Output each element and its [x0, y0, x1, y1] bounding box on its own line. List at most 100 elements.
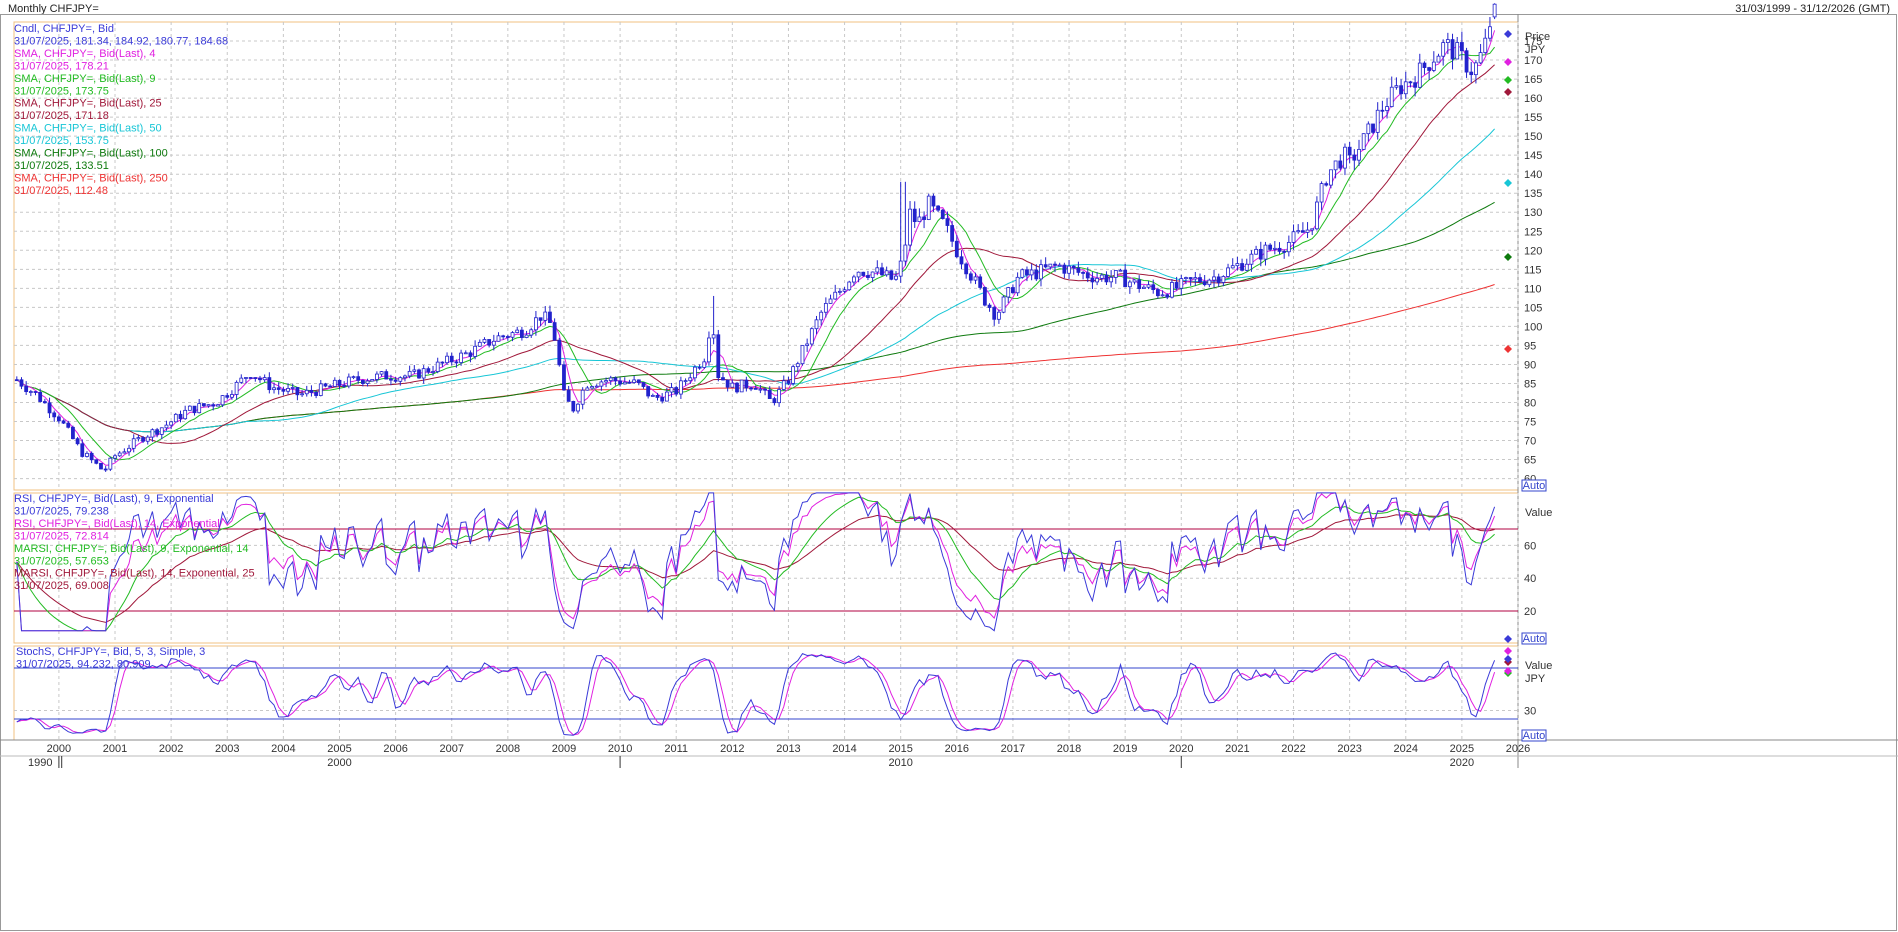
price-legend-line: Cndl, CHFJPY=, Bid: [14, 23, 114, 35]
candle: [1483, 28, 1488, 55]
sma100-last-marker: [1504, 253, 1512, 261]
candle: [351, 375, 356, 380]
candle: [791, 364, 796, 386]
candle-body: [1375, 109, 1380, 133]
candle-body: [295, 387, 300, 396]
price-tick-label: 160: [1524, 93, 1542, 105]
stoch-auto-button[interactable]: Auto: [1521, 729, 1547, 742]
candle: [833, 284, 838, 300]
candle: [1132, 279, 1137, 285]
candle-body: [1141, 286, 1146, 289]
candle-body: [954, 240, 959, 258]
candle-body: [650, 395, 655, 397]
candle: [1357, 139, 1361, 166]
x-tick-label: 2024: [1394, 743, 1418, 755]
candle: [1263, 241, 1268, 266]
candle: [61, 419, 66, 425]
candle-body: [66, 422, 71, 428]
candle-body: [1001, 296, 1006, 313]
candle-body: [220, 395, 225, 406]
candle: [543, 306, 548, 326]
candle: [837, 288, 842, 296]
candle: [908, 201, 912, 252]
rsi-tick-label: 20: [1524, 606, 1536, 618]
candle: [169, 421, 174, 430]
candle: [940, 208, 945, 220]
candle-body: [94, 459, 99, 464]
price-tick-label: 90: [1524, 359, 1536, 371]
price-legend-line: 31/07/2025, 178.21: [14, 60, 109, 72]
candle-body: [978, 276, 983, 288]
candle: [89, 451, 94, 464]
candle-body: [187, 405, 192, 411]
candle: [1048, 263, 1053, 270]
candle: [473, 340, 478, 360]
candle: [1394, 77, 1399, 90]
candle-body: [1455, 42, 1460, 60]
candle: [1268, 243, 1273, 252]
candle: [332, 377, 337, 387]
candle-body: [1427, 67, 1432, 71]
candle: [24, 381, 29, 395]
candle: [1193, 271, 1198, 287]
candle-body: [1123, 269, 1128, 288]
candle-body: [529, 329, 534, 336]
candle: [664, 387, 669, 402]
sma9-last-marker: [1504, 76, 1512, 84]
price-currency-label: JPY: [1525, 44, 1546, 56]
candle: [1062, 262, 1067, 279]
price-tick-label: 65: [1524, 455, 1536, 467]
candle-body: [594, 385, 599, 388]
candle-body: [85, 452, 89, 457]
candle-body: [309, 389, 314, 393]
rsi-legend-line: MARSI, CHFJPY=, Bid(Last), 14, Exponenti…: [14, 568, 255, 580]
candle: [613, 376, 618, 386]
rsi-auto-button[interactable]: Auto: [1521, 632, 1547, 645]
candle-body: [936, 205, 940, 211]
candle-body: [113, 455, 117, 459]
candle-body: [267, 377, 272, 391]
decade-label: 2010: [888, 757, 912, 769]
candle: [880, 262, 884, 276]
candle: [1043, 257, 1048, 269]
candle: [1488, 17, 1492, 42]
candle: [805, 338, 810, 352]
candle: [580, 387, 585, 410]
candle: [1221, 275, 1226, 287]
candle: [618, 377, 622, 387]
stoch-auto-button-label: Auto: [1523, 730, 1546, 742]
candle-body: [1277, 247, 1282, 252]
candle: [85, 451, 89, 458]
candle: [828, 294, 833, 304]
candle-body: [861, 271, 866, 276]
candle: [552, 318, 557, 341]
candle: [674, 385, 679, 397]
candle-body: [304, 389, 309, 395]
candle: [1375, 102, 1380, 140]
candle: [1025, 266, 1029, 282]
price-legend-line: SMA, CHFJPY=, Bid(Last), 50: [14, 123, 162, 135]
price-auto-button[interactable]: Auto: [1521, 479, 1547, 492]
candle-body: [557, 339, 562, 366]
candle: [141, 436, 145, 443]
rsi-axis-title: Value: [1525, 507, 1552, 519]
candle: [1104, 271, 1109, 285]
candle-body: [641, 382, 646, 387]
candle-body: [360, 379, 365, 384]
candle-body: [842, 289, 847, 292]
candle: [936, 205, 940, 213]
stoch-tick-label: 30: [1524, 706, 1536, 718]
candle-body: [1057, 264, 1062, 267]
candle: [1352, 149, 1357, 170]
candle: [641, 382, 646, 389]
candle-body: [702, 361, 707, 368]
candle: [1441, 39, 1446, 66]
candle-body: [426, 368, 431, 373]
candle-body: [1184, 277, 1188, 280]
candle-body: [917, 216, 922, 223]
candle-body: [1445, 39, 1450, 44]
candle: [56, 414, 61, 424]
candle-body: [968, 273, 973, 281]
candle: [594, 384, 599, 388]
